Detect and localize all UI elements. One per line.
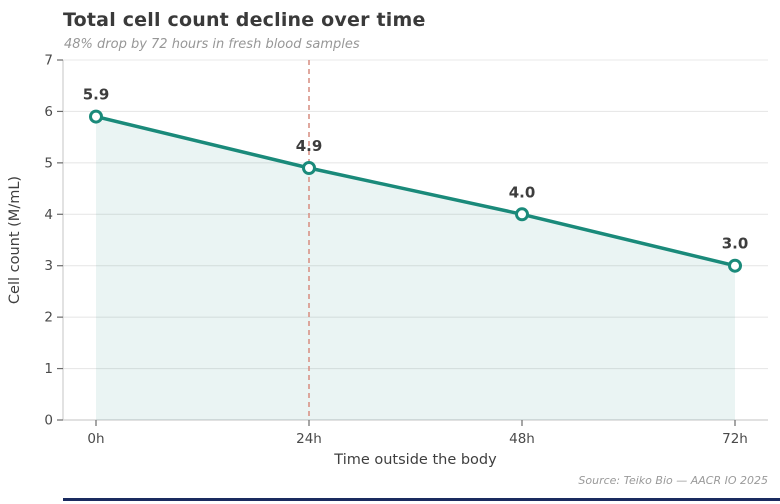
data-point-label: 3.0 bbox=[722, 235, 749, 253]
data-point-label: 4.9 bbox=[296, 137, 323, 155]
y-axis-title-wrap: Cell count (M/mL) bbox=[4, 60, 26, 420]
x-axis-title: Time outside the body bbox=[334, 452, 497, 468]
y-tick-label: 0 bbox=[44, 413, 53, 429]
data-point-label: 5.9 bbox=[83, 86, 110, 104]
y-axis-title: Cell count (M/mL) bbox=[7, 175, 23, 305]
y-tick-label: 1 bbox=[44, 361, 53, 377]
x-tick-label: 24h bbox=[296, 431, 322, 447]
footer-accent-bar bbox=[63, 498, 780, 501]
page-title: Total cell count decline over time bbox=[63, 9, 426, 31]
data-point-marker bbox=[728, 258, 742, 273]
data-point-marker bbox=[515, 207, 529, 222]
chart-subtitle: 48% drop by 72 hours in fresh blood samp… bbox=[64, 37, 360, 52]
y-tick-label: 7 bbox=[44, 53, 53, 69]
x-tick-label: 72h bbox=[722, 431, 748, 447]
y-tick-label: 3 bbox=[44, 258, 53, 274]
y-tick-label: 4 bbox=[44, 207, 53, 223]
y-tick-label: 5 bbox=[44, 155, 53, 171]
series-line bbox=[94, 114, 737, 268]
y-tick-label: 6 bbox=[44, 104, 53, 120]
data-point-marker bbox=[89, 109, 103, 124]
data-point-label: 4.0 bbox=[509, 183, 536, 201]
x-tick-label: 48h bbox=[509, 431, 535, 447]
data-point-marker bbox=[302, 161, 316, 175]
area-fill bbox=[96, 116, 735, 421]
source-note: Source: Teiko Bio — AACR IO 2025 bbox=[578, 474, 768, 487]
y-tick-label: 2 bbox=[44, 310, 53, 326]
x-tick-label: 0h bbox=[87, 431, 104, 447]
